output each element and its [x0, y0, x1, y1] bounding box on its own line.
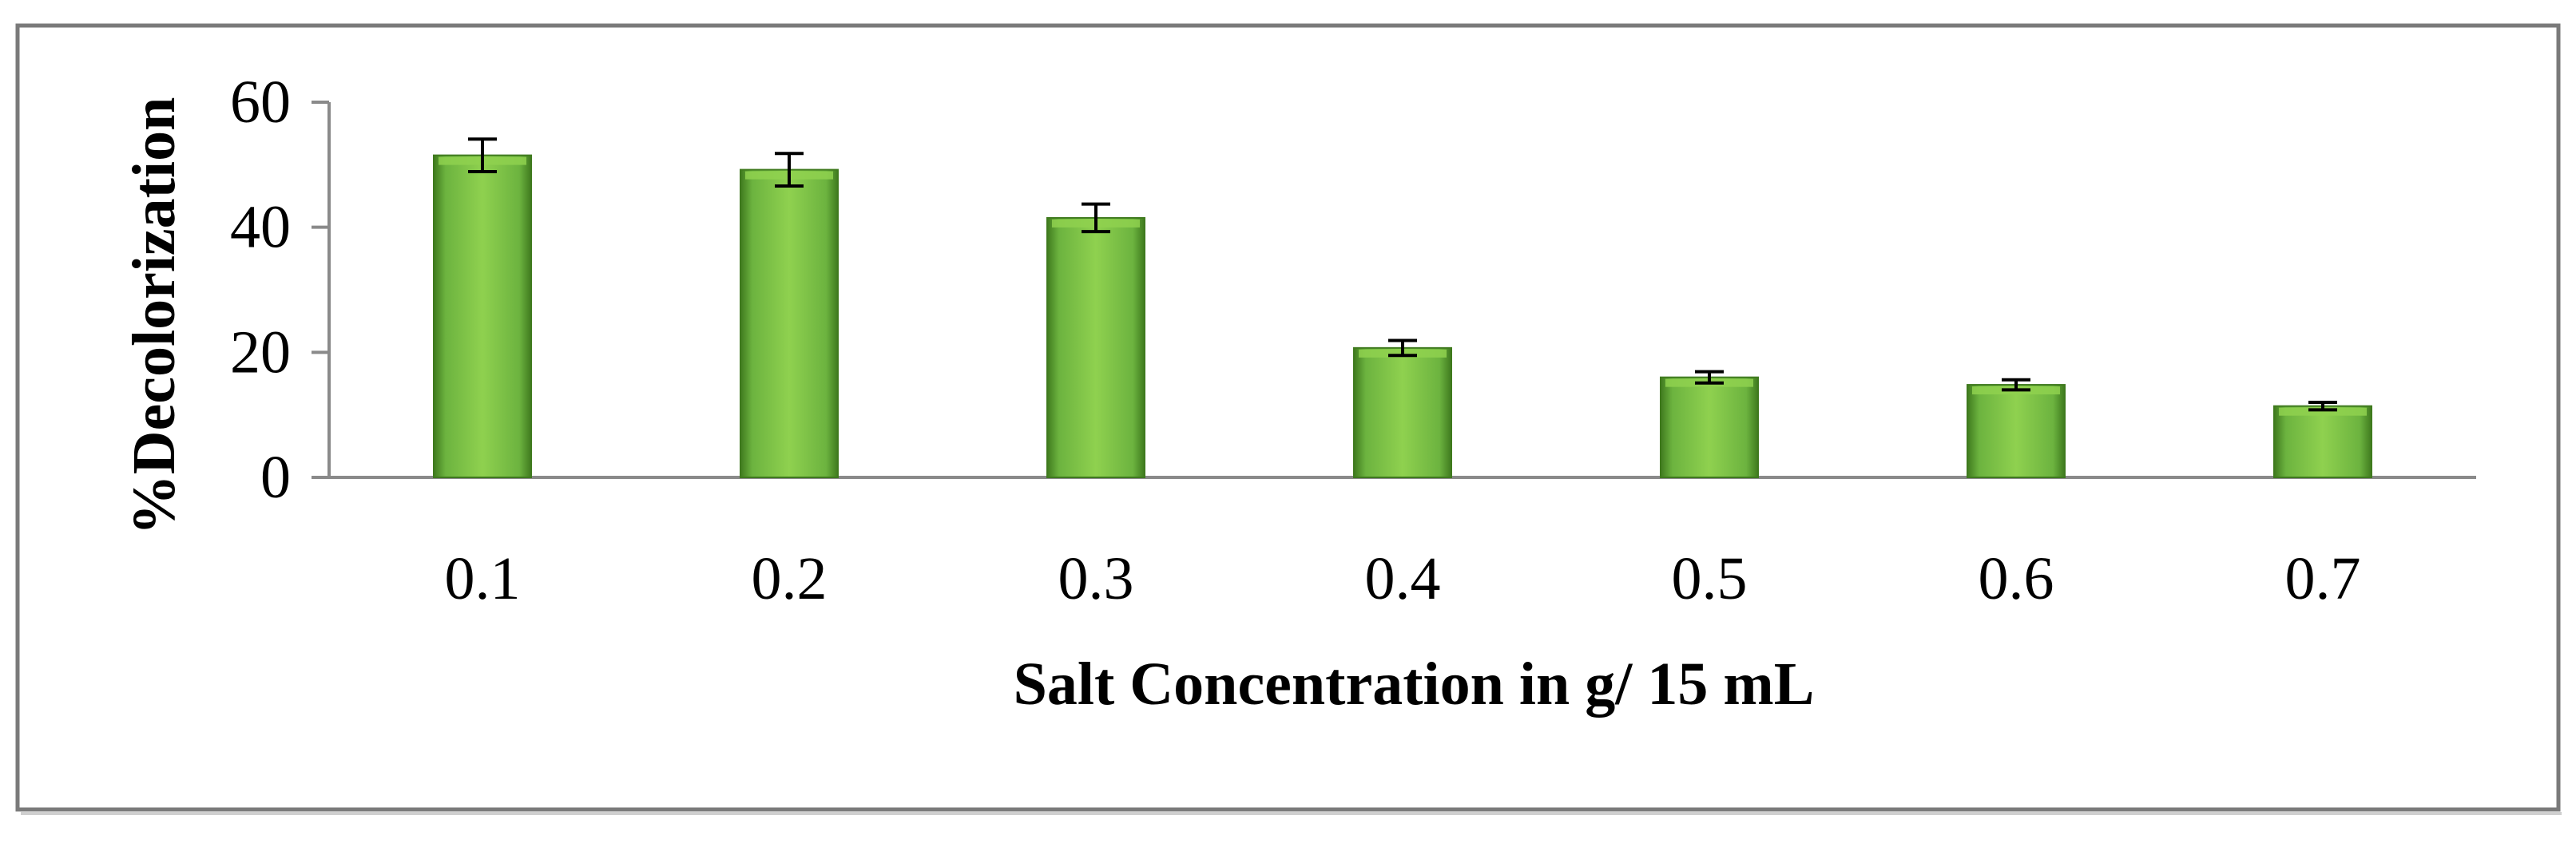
x-tick-label: 0.7	[2285, 545, 2361, 612]
y-tick-label: 60	[230, 69, 291, 136]
x-tick-label: 0.3	[1058, 545, 1134, 612]
bar	[740, 168, 839, 478]
bar-top-highlight	[2279, 407, 2367, 416]
y-tick-label: 0	[260, 444, 291, 511]
y-axis-title: %Decolorization	[121, 97, 188, 536]
y-tick-label: 40	[230, 194, 291, 261]
bar	[433, 154, 532, 478]
x-tick-label: 0.5	[1672, 545, 1748, 612]
chart-frame	[15, 23, 2561, 812]
plot-area: 0 20 40 60 0.1 0.2 0.3 0.4 0.5 0.6 0.7	[230, 69, 2476, 612]
x-axis-title: Salt Concentration in g/ 15 mL	[1014, 651, 1815, 718]
bar	[2273, 405, 2372, 479]
bar	[1353, 346, 1452, 478]
x-tick-label: 0.6	[1979, 545, 2054, 612]
x-tick-label: 0.4	[1365, 545, 1441, 612]
bar	[1660, 376, 1759, 478]
bar	[1967, 384, 2066, 479]
x-tick-label: 0.2	[752, 545, 828, 612]
y-tick-label: 20	[230, 319, 291, 386]
bar	[1046, 216, 1145, 478]
x-tick-label: 0.1	[445, 545, 521, 612]
